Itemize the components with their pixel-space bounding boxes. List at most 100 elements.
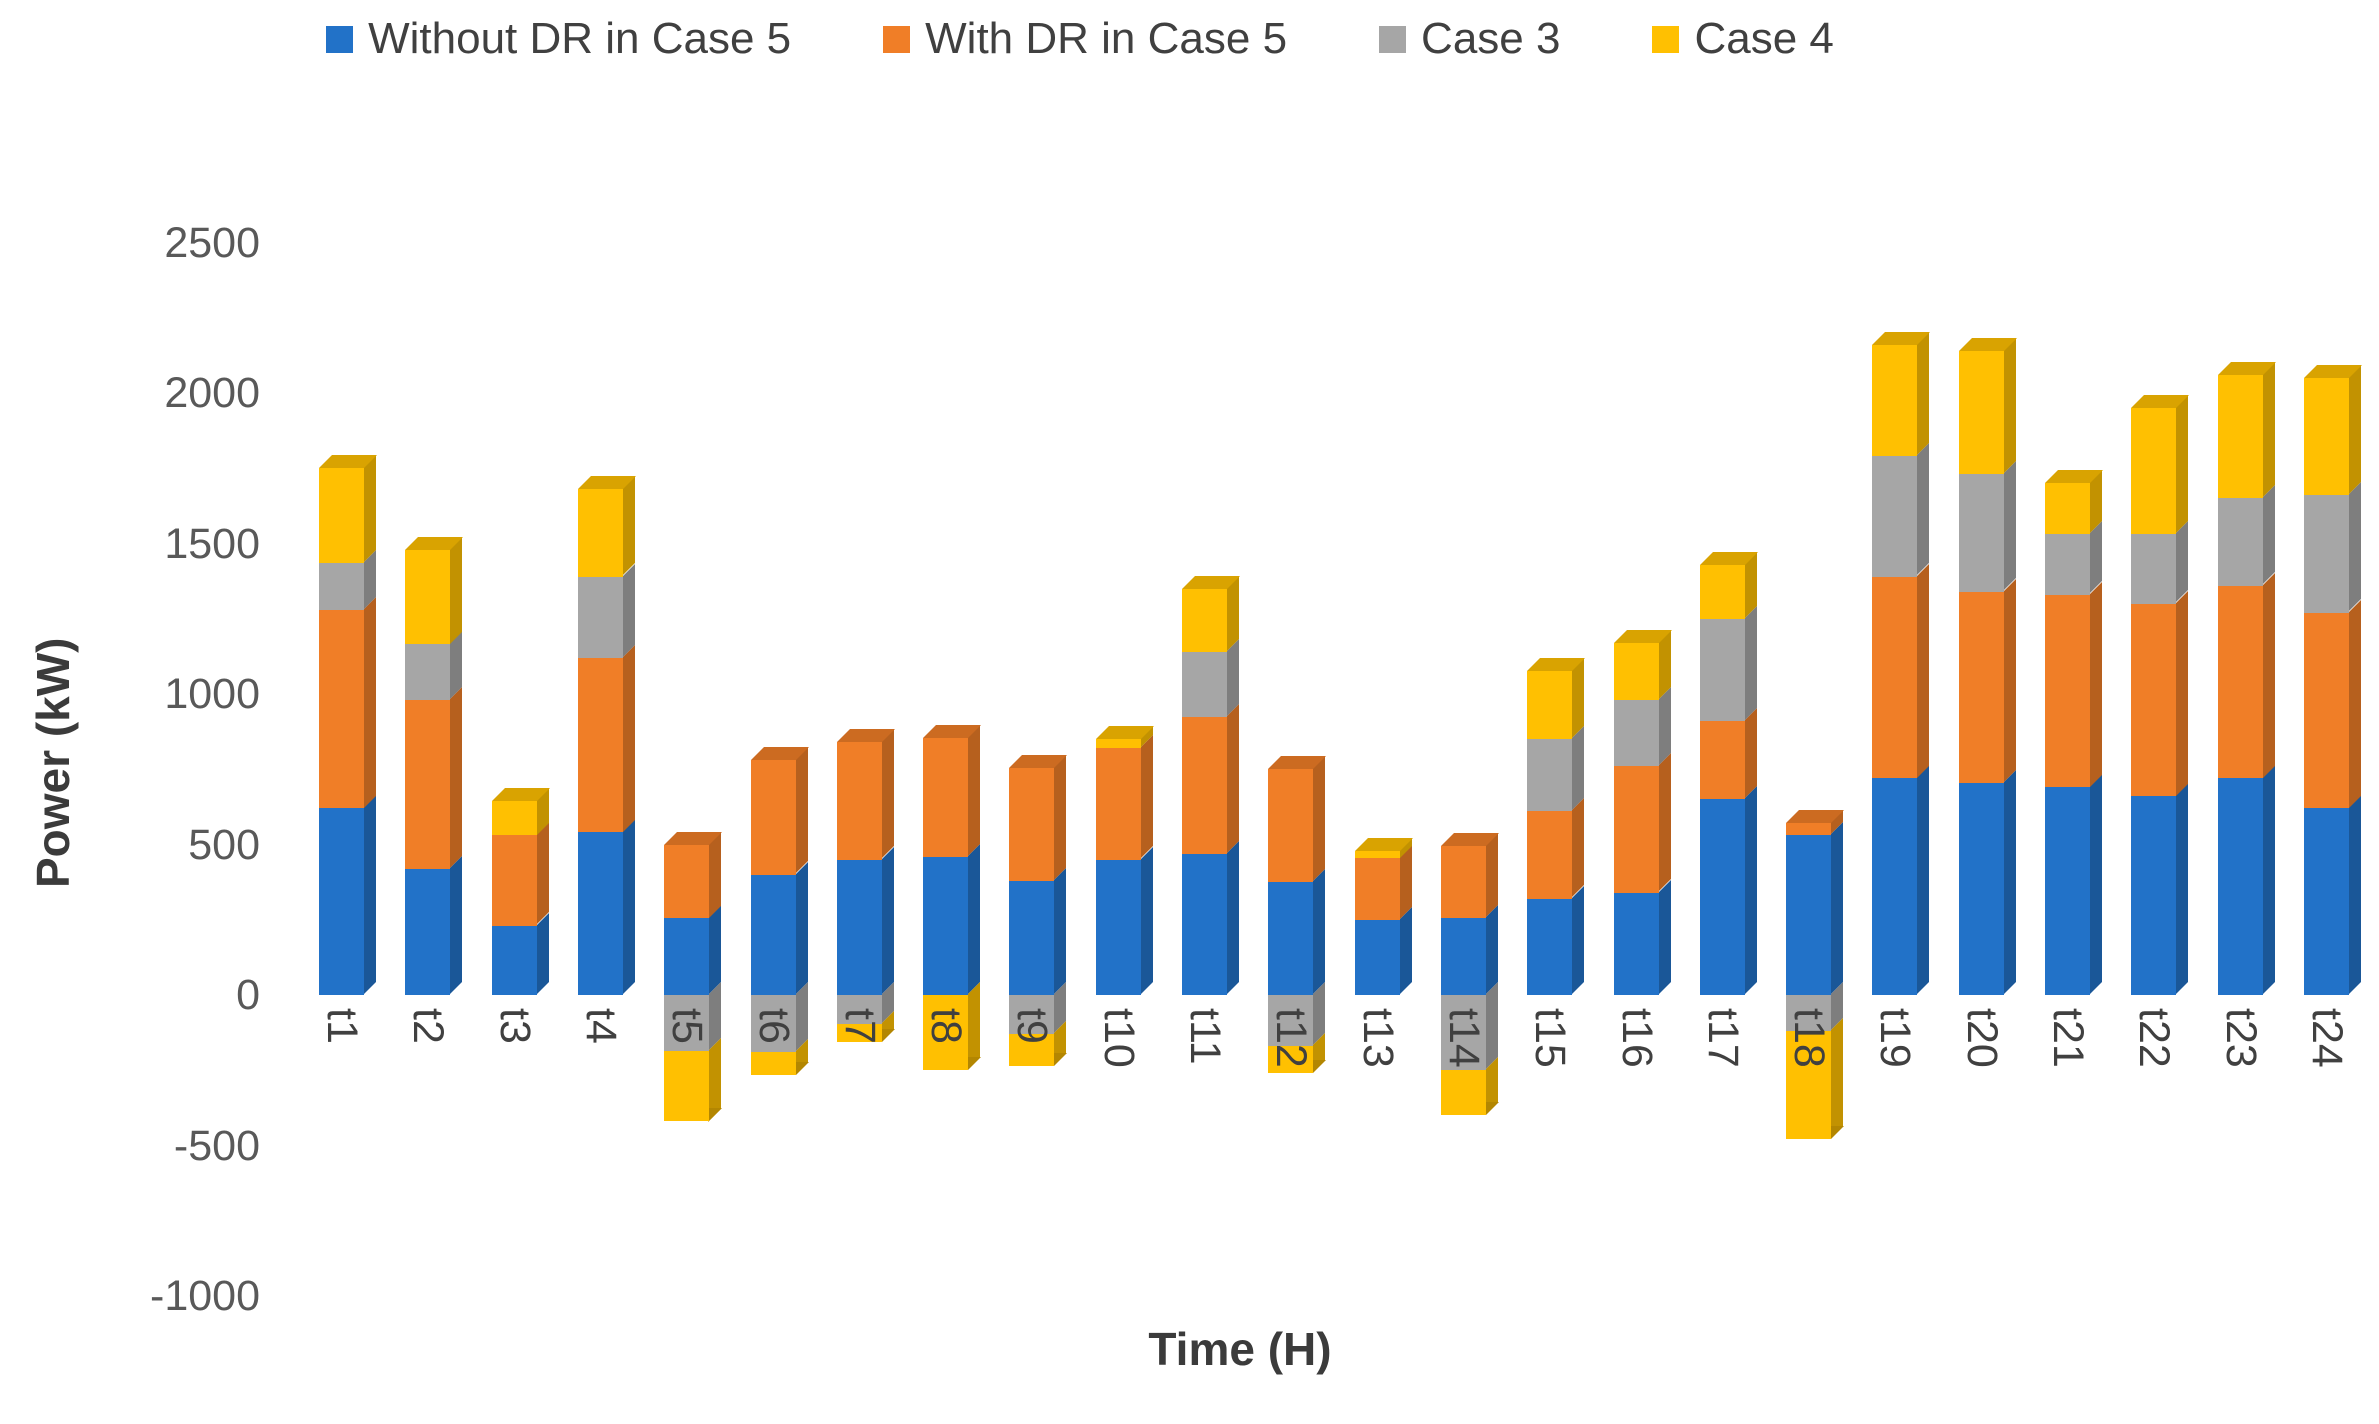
bar-t2-case-3-segment: [405, 644, 451, 700]
bar-t22-with-dr-in-case-5-segment: [2131, 603, 2177, 797]
bar-t24-with-dr-in-case-5-segment: [2303, 612, 2349, 809]
bar-t1-with-dr-in-case-5-side-face: [363, 596, 376, 809]
bar-t22-without-dr-in-case-5-segment: [2131, 796, 2177, 995]
bar-t21-without-dr-in-case-5-segment: [2045, 787, 2090, 995]
bar-t19-case-4-segment: [1872, 344, 1918, 457]
x-tick-label: t13: [1353, 1008, 1402, 1068]
bar-t17-case-3-side-face: [1743, 605, 1757, 722]
bar-t11-without-dr-in-case-5-segment: [1182, 853, 1227, 995]
y-axis-title: Power (kW): [27, 637, 79, 888]
bar-t18-with-dr-in-case-5-segment: [1786, 823, 1832, 836]
x-tick-label: t14: [1439, 1008, 1488, 1068]
bar-t22-case-4-side-face: [2175, 395, 2189, 535]
bar-t15-with-dr-in-case-5-segment: [1527, 811, 1573, 899]
bar-t3-case-4-segment: [491, 800, 537, 836]
bar-t19-without-dr-in-case-5-side-face: [1916, 765, 1930, 995]
bar-t12-case-3-segment: [1268, 995, 1314, 1047]
y-tick-label: 2500: [164, 218, 260, 267]
bar-t14-case-3-segment: [1440, 995, 1486, 1071]
bar-t22-case-3-segment: [2131, 534, 2177, 604]
bar-t13-without-dr-in-case-5-segment: [1354, 919, 1400, 995]
legend-swatch-without-dr-in-case-5-icon: [326, 25, 354, 53]
bar-t22-case-4-segment: [2131, 408, 2177, 535]
x-tick-label: t5: [663, 1008, 712, 1044]
bar-t1-without-dr-in-case-5-segment: [319, 808, 364, 995]
bar-t15-case-4-segment: [1527, 671, 1573, 740]
bar-t9-with-dr-in-case-5-side-face: [1053, 754, 1067, 881]
bar-t16-case-3-side-face: [1657, 687, 1671, 767]
x-tick-label: t3: [490, 1008, 539, 1044]
bar-t23-case-3-side-face: [2261, 485, 2275, 586]
bar-t9-case-4-segment: [1009, 1034, 1055, 1066]
bar-t23-case-4-segment: [2217, 374, 2263, 499]
bar-t20-with-dr-in-case-5-segment: [1958, 591, 2004, 783]
bar-t6-with-dr-in-case-5-side-face: [794, 747, 808, 875]
bar-t17-with-dr-in-case-5-side-face: [1743, 708, 1757, 800]
bar-t17-with-dr-in-case-5-segment: [1699, 721, 1745, 800]
bar-t2-case-4-segment: [405, 549, 451, 645]
bar-t1-with-dr-in-case-5-segment: [319, 609, 364, 809]
bar-t18-without-dr-in-case-5-segment: [1786, 835, 1832, 995]
x-tick-label: t12: [1267, 1008, 1316, 1068]
bar-t20-case-3-segment: [1958, 474, 2004, 592]
bar-t24-with-dr-in-case-5-side-face: [2347, 599, 2361, 809]
bar-t24-case-3-side-face: [2347, 482, 2361, 613]
bar-t16-with-dr-in-case-5-segment: [1613, 766, 1659, 893]
bar-t12-with-dr-in-case-5-side-face: [1312, 756, 1326, 883]
y-tick-label: 2000: [164, 369, 260, 417]
bar-t20-without-dr-in-case-5-segment: [1958, 782, 2004, 995]
x-tick-label: t16: [1612, 1008, 1661, 1068]
bar-t7-without-dr-in-case-5-segment: [836, 859, 882, 995]
bar-t9-with-dr-in-case-5-segment: [1009, 767, 1055, 881]
bar-t6-case-4-segment: [750, 1052, 796, 1075]
bar-t4-case-3-side-face: [621, 563, 635, 658]
x-tick-label: t21: [2044, 1008, 2092, 1068]
bar-t13-with-dr-in-case-5-segment: [1354, 858, 1400, 920]
bar-t9-without-dr-in-case-5-side-face: [1053, 867, 1067, 995]
x-tick-label: t11: [1181, 1008, 1229, 1065]
bar-t21-with-dr-in-case-5-side-face: [2089, 581, 2102, 788]
legend-item-case-4: Case 4: [1652, 14, 1834, 64]
bar-t12-with-dr-in-case-5-segment: [1268, 769, 1314, 883]
bar-t3-without-dr-in-case-5-segment: [491, 925, 537, 995]
bar-t11-case-4-segment: [1182, 588, 1227, 652]
bar-t11-with-dr-in-case-5-side-face: [1226, 703, 1239, 854]
bar-t7-case-3-segment: [836, 995, 882, 1024]
bar-t8-without-dr-in-case-5-segment: [923, 856, 969, 995]
x-tick-label: t15: [1526, 1008, 1575, 1068]
bar-t19-with-dr-in-case-5-side-face: [1916, 563, 1930, 779]
bar-t23-without-dr-in-case-5-side-face: [2261, 765, 2275, 995]
legend-swatch-case-3-icon: [1379, 25, 1407, 53]
x-tick-label: t9: [1008, 1008, 1057, 1044]
bar-t6-case-3-segment: [750, 995, 796, 1053]
bar-t22-without-dr-in-case-5-side-face: [2175, 783, 2189, 995]
x-axis-title: Time (H): [1148, 1323, 1332, 1375]
y-tick-label: -500: [173, 1121, 260, 1170]
bar-t14-without-dr-in-case-5-segment: [1440, 918, 1486, 995]
bar-t8-with-dr-in-case-5-segment: [923, 737, 969, 857]
bar-t14-with-dr-in-case-5-segment: [1440, 846, 1486, 919]
bar-t6-with-dr-in-case-5-segment: [750, 760, 796, 875]
bar-t2-case-4-side-face: [449, 536, 463, 645]
x-tick-label: t23: [2216, 1008, 2265, 1068]
bar-t16-without-dr-in-case-5-side-face: [1657, 879, 1671, 995]
bar-t23-with-dr-in-case-5-side-face: [2261, 572, 2275, 779]
y-tick-label: 1500: [164, 519, 260, 568]
bar-t23-without-dr-in-case-5-segment: [2217, 778, 2263, 995]
x-tick-label: t20: [1957, 1008, 2006, 1068]
bar-t17-case-4-segment: [1699, 564, 1745, 619]
bar-t13-without-dr-in-case-5-side-face: [1398, 906, 1412, 995]
bar-t7-case-4-segment: [836, 1023, 882, 1042]
x-tick-label: t8: [922, 1008, 971, 1044]
bar-t11-with-dr-in-case-5-segment: [1182, 716, 1227, 854]
bar-t16-with-dr-in-case-5-side-face: [1657, 753, 1671, 893]
bar-t21-case-3-segment: [2045, 534, 2090, 595]
bar-t22-with-dr-in-case-5-side-face: [2175, 590, 2189, 797]
bar-t10-without-dr-in-case-5-segment: [1095, 859, 1141, 995]
bar-t11-case-3-side-face: [1226, 638, 1239, 717]
legend-swatch-with-dr-in-case-5-icon: [883, 25, 911, 53]
legend-label: Case 4: [1694, 14, 1834, 63]
bar-t15-case-3-segment: [1527, 739, 1573, 812]
bar-t2-without-dr-in-case-5-segment: [405, 868, 451, 995]
